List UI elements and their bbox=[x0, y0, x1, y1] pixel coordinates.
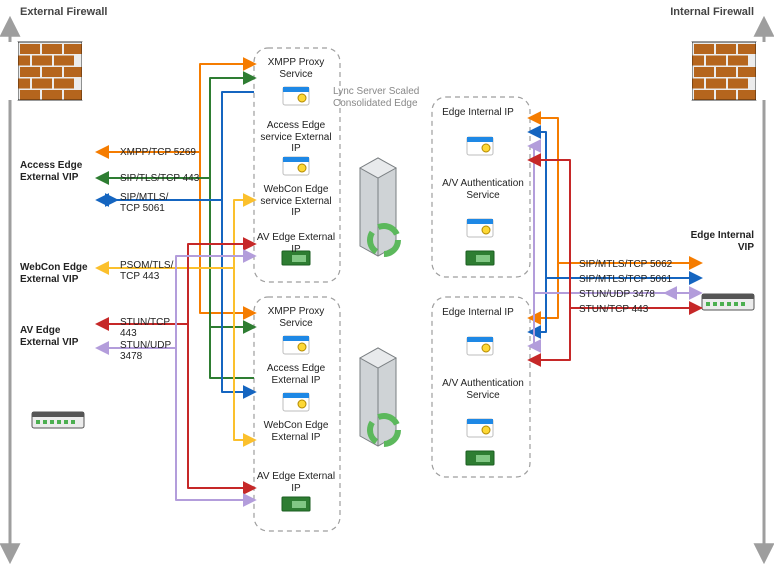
edge-int-ip-2: Edge Internal IP bbox=[438, 307, 518, 319]
proto-psom: PSOM/TLS/ TCP 443 bbox=[120, 260, 178, 282]
xmpp-proxy-1: XMPP Proxy Service bbox=[256, 57, 336, 80]
av-edge-2: AV Edge External IP bbox=[256, 471, 336, 494]
access-edge-vip-label: Access Edge External VIP bbox=[20, 160, 100, 183]
proto-r3: STUN/UDP 3478 bbox=[579, 289, 655, 300]
webcon-edge-vip-label: WebCon Edge External VIP bbox=[20, 262, 100, 285]
av-edge-1: AV Edge External IP bbox=[256, 232, 336, 255]
diagram-title: Lync Server Scaled Consolidated Edge bbox=[333, 86, 443, 110]
av-auth-2: A/V Authentication Service bbox=[438, 378, 528, 401]
proto-sip-mtls: SIP/MTLS/ TCP 5061 bbox=[120, 192, 178, 214]
webcon-edge-1: WebCon Edge service External IP bbox=[256, 184, 336, 219]
proto-stun-udp: STUN/UDP 3478 bbox=[120, 340, 178, 362]
proto-sip-tls: SIP/TLS/TCP 443 bbox=[120, 173, 199, 184]
access-edge-1: Access Edge service External IP bbox=[256, 120, 336, 155]
xmpp-proxy-2: XMPP Proxy Service bbox=[256, 306, 336, 329]
av-edge-vip-label: AV Edge External VIP bbox=[20, 325, 100, 348]
internal-firewall-title: Internal Firewall bbox=[670, 6, 754, 19]
proto-stun-tcp: STUN/TCP 443 bbox=[120, 317, 178, 339]
av-auth-1: A/V Authentication Service bbox=[438, 178, 528, 201]
proto-xmpp: XMPP/TCP 5269 bbox=[120, 147, 196, 158]
edge-internal-vip-label: Edge Internal VIP bbox=[674, 230, 754, 253]
proto-r2: SIP/MTLS/TCP 5061 bbox=[579, 274, 672, 285]
external-firewall-title: External Firewall bbox=[20, 6, 107, 19]
webcon-edge-2: WebCon Edge External IP bbox=[256, 420, 336, 443]
proto-r1: SIP/MTLS/TCP 5062 bbox=[579, 259, 672, 270]
edge-int-ip-1: Edge Internal IP bbox=[438, 107, 518, 119]
proto-r4: STUN/TCP 443 bbox=[579, 304, 648, 315]
access-edge-2: Access Edge External IP bbox=[256, 363, 336, 386]
